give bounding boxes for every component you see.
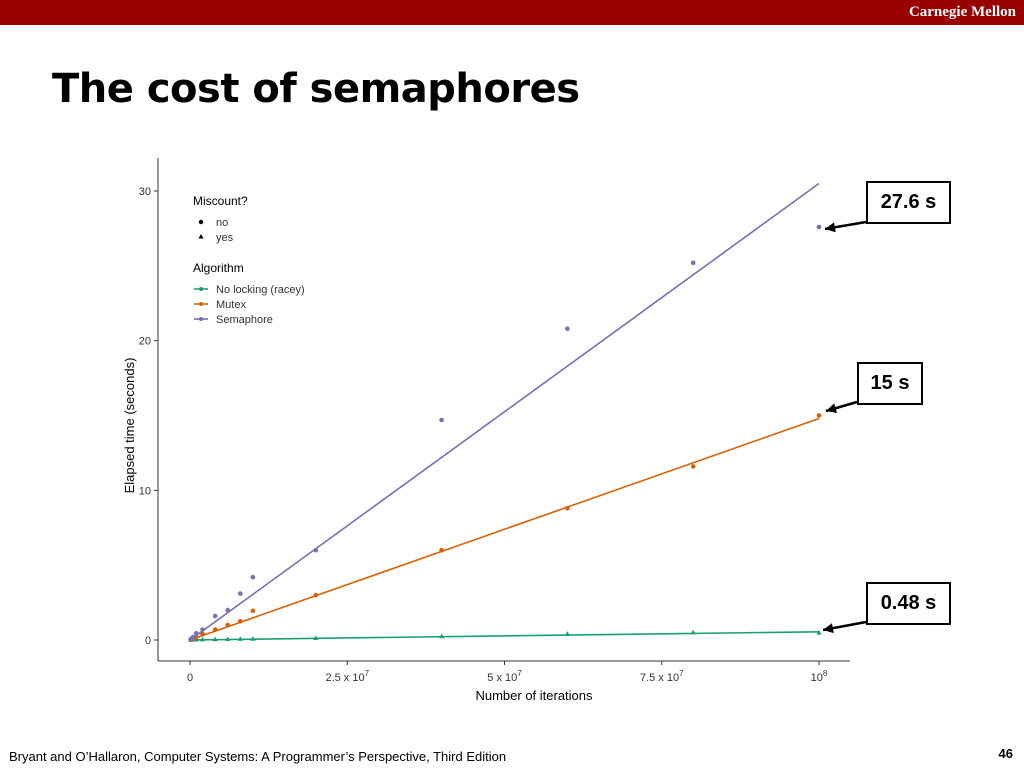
data-point	[565, 326, 570, 331]
callout-arrow-head	[825, 222, 836, 233]
data-point	[690, 260, 696, 266]
data-point	[237, 636, 243, 641]
x-tick-label: 5 x 107	[487, 669, 522, 684]
legend-label: no	[216, 217, 228, 229]
data-point	[564, 631, 570, 636]
legend-swatch-point	[199, 317, 203, 321]
callout-arrow-head	[823, 623, 834, 634]
fit-line	[189, 417, 820, 641]
data-point	[212, 627, 218, 632]
legend-label: No locking (racey)	[216, 284, 305, 296]
data-point	[200, 631, 205, 637]
data-point	[439, 417, 444, 423]
fit-line	[189, 630, 820, 641]
data-point	[250, 574, 256, 580]
callout-mutex: 15 s	[857, 362, 923, 405]
y-tick-label: 20	[139, 336, 151, 348]
data-point	[225, 622, 231, 628]
data-point	[816, 413, 822, 418]
y-tick-label: 0	[145, 635, 151, 647]
data-point	[193, 630, 199, 636]
page-number: 46	[998, 746, 1013, 761]
header-bar: Carnegie Mellon	[0, 0, 1024, 25]
data-point	[690, 464, 696, 469]
data-point	[313, 635, 319, 641]
data-point	[250, 636, 256, 641]
legend-swatch-point	[199, 302, 203, 306]
legend-marker	[198, 234, 204, 239]
data-point	[212, 636, 218, 642]
x-tick-label: 0	[187, 672, 193, 684]
data-point	[190, 634, 196, 640]
data-point	[313, 592, 319, 598]
data-point	[238, 618, 243, 624]
data-point	[690, 629, 696, 635]
data-point	[313, 547, 319, 553]
data-point	[212, 613, 218, 619]
callout-arrow-head	[826, 403, 837, 414]
legend-label: yes	[216, 232, 234, 244]
x-tick-label: 7.5 x 107	[640, 669, 684, 684]
brand-label: Carnegie Mellon	[908, 4, 1016, 20]
x-tick-label: 108	[811, 669, 828, 684]
legend-title-algorithm: Algorithm	[193, 261, 244, 275]
data-point	[439, 547, 444, 553]
footer-citation: Bryant and O’Hallaron, Computer Systems:…	[9, 749, 507, 764]
legend-label: Mutex	[216, 299, 246, 311]
slide-title: The cost of semaphores	[52, 66, 580, 112]
data-point	[439, 633, 445, 639]
data-point	[250, 608, 256, 614]
data-point	[199, 636, 206, 642]
data-point	[225, 607, 231, 613]
data-point	[238, 591, 243, 596]
legend-swatch-point	[199, 287, 203, 291]
y-tick-label: 30	[139, 186, 151, 198]
y-tick-label: 10	[139, 485, 151, 497]
legend-label: Semaphore	[216, 314, 273, 326]
x-axis-title: Number of iterations	[475, 688, 593, 703]
callout-no-locking: 0.48 s	[866, 582, 951, 625]
data-point	[225, 636, 231, 642]
fit-line	[189, 182, 820, 641]
x-tick-label: 2.5 x 107	[325, 669, 369, 684]
y-axis-title: Elapsed time (seconds)	[122, 358, 137, 494]
legend-title-miscount: Miscount?	[193, 194, 248, 208]
data-point	[565, 505, 570, 511]
data-point	[816, 224, 822, 230]
legend-marker	[198, 219, 204, 225]
callout-semaphore: 27.6 s	[866, 181, 951, 224]
data-point	[816, 630, 822, 635]
data-point	[200, 627, 205, 632]
